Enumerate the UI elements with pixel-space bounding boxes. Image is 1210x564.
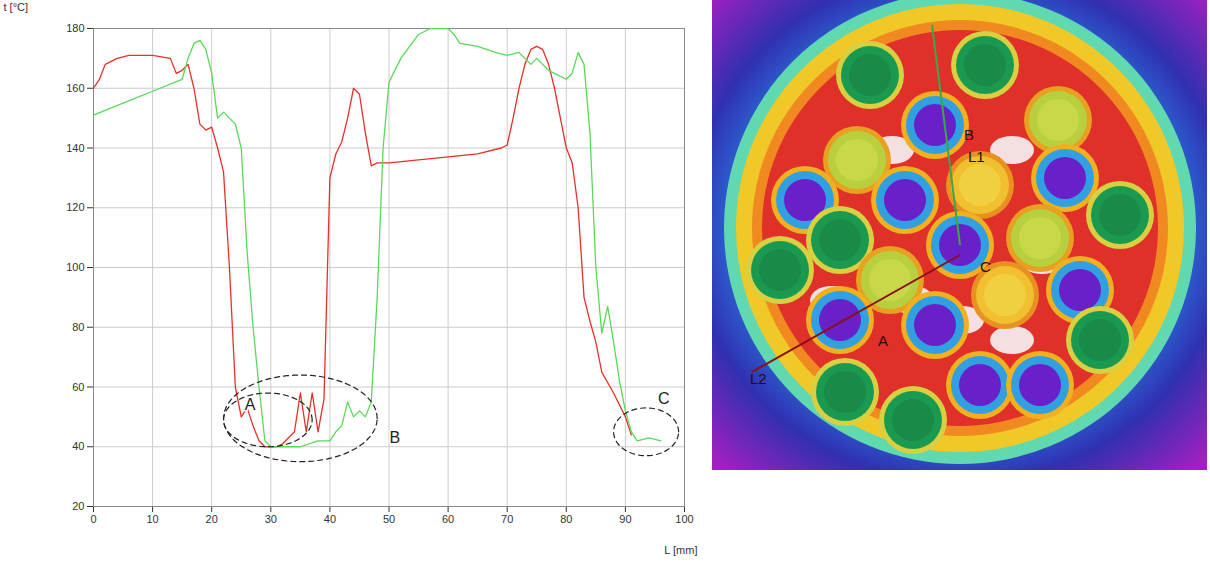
svg-text:10: 10 <box>146 513 158 525</box>
svg-text:20: 20 <box>72 500 84 512</box>
svg-text:60: 60 <box>442 513 454 525</box>
svg-text:90: 90 <box>619 513 631 525</box>
svg-text:C: C <box>980 258 991 275</box>
svg-text:0: 0 <box>90 513 96 525</box>
svg-text:50: 50 <box>383 513 395 525</box>
svg-text:B: B <box>390 429 401 446</box>
svg-text:A: A <box>245 396 256 413</box>
svg-text:40: 40 <box>72 440 84 452</box>
svg-text:160: 160 <box>66 82 84 94</box>
svg-text:120: 120 <box>66 201 84 213</box>
svg-text:20: 20 <box>206 513 218 525</box>
svg-text:C: C <box>658 390 670 407</box>
svg-text:100: 100 <box>66 261 84 273</box>
svg-text:80: 80 <box>560 513 572 525</box>
svg-text:180: 180 <box>66 22 84 34</box>
svg-text:60: 60 <box>72 381 84 393</box>
svg-text:140: 140 <box>66 142 84 154</box>
svg-text:40: 40 <box>324 513 336 525</box>
svg-text:80: 80 <box>72 321 84 333</box>
svg-text:L2: L2 <box>750 370 767 387</box>
svg-text:70: 70 <box>501 513 513 525</box>
svg-text:B: B <box>964 126 974 143</box>
svg-text:100: 100 <box>675 513 693 525</box>
svg-text:A: A <box>878 332 888 349</box>
svg-text:L1: L1 <box>968 148 985 165</box>
svg-text:t [°C]: t [°C] <box>4 1 29 13</box>
svg-text:L [mm]: L [mm] <box>664 544 697 556</box>
svg-text:30: 30 <box>265 513 277 525</box>
